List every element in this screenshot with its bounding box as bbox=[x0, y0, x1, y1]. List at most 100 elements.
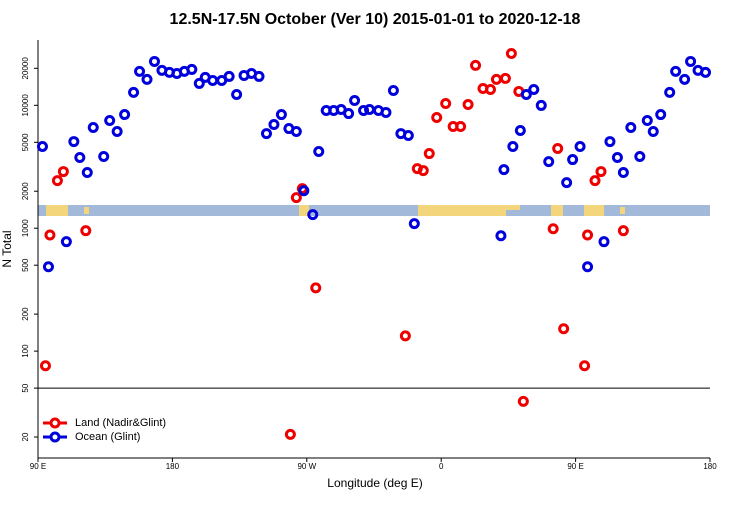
point bbox=[647, 126, 659, 138]
point bbox=[561, 177, 573, 189]
point bbox=[685, 55, 697, 67]
point bbox=[595, 166, 607, 178]
point bbox=[223, 70, 235, 82]
x-tick-label: 180 bbox=[166, 462, 180, 471]
y-tick-label: 50 bbox=[21, 383, 30, 392]
map-strip bbox=[38, 205, 710, 216]
point bbox=[495, 230, 507, 242]
y-tick-label: 200 bbox=[21, 307, 30, 321]
point bbox=[617, 225, 629, 237]
point bbox=[505, 47, 517, 59]
point bbox=[598, 236, 610, 248]
point bbox=[358, 104, 370, 116]
point bbox=[417, 165, 429, 177]
point bbox=[284, 428, 296, 440]
point bbox=[423, 148, 435, 160]
point bbox=[484, 83, 496, 95]
point bbox=[87, 121, 99, 133]
legend-label: Land (Nadir&Glint) bbox=[75, 417, 166, 429]
point bbox=[68, 136, 80, 148]
point bbox=[455, 121, 467, 133]
point bbox=[74, 152, 86, 164]
legend: Land (Nadir&Glint) Ocean (Glint) bbox=[43, 417, 166, 443]
point bbox=[634, 151, 646, 163]
point bbox=[39, 360, 51, 372]
point bbox=[543, 156, 555, 168]
point bbox=[343, 108, 355, 120]
point bbox=[589, 175, 601, 187]
point bbox=[604, 136, 616, 148]
x-axis-label: Longitude (deg E) bbox=[327, 476, 422, 490]
point bbox=[128, 86, 140, 98]
point bbox=[193, 77, 205, 89]
x-tick-label: 90 E bbox=[30, 462, 46, 471]
point bbox=[402, 130, 414, 142]
point bbox=[611, 152, 623, 164]
point bbox=[440, 97, 452, 109]
point bbox=[36, 141, 48, 153]
point bbox=[57, 166, 69, 178]
y-tick-label: 1000 bbox=[21, 219, 30, 237]
point bbox=[625, 121, 637, 133]
point bbox=[679, 73, 691, 85]
point bbox=[567, 154, 579, 166]
point bbox=[498, 164, 510, 176]
point bbox=[104, 115, 116, 127]
point bbox=[387, 84, 399, 96]
point bbox=[253, 70, 265, 82]
chart-title: 12.5N-17.5N October (Ver 10) 2015-01-01 … bbox=[170, 11, 581, 28]
point bbox=[80, 225, 92, 237]
point bbox=[470, 59, 482, 71]
y-tick-label: 10000 bbox=[21, 94, 30, 117]
point bbox=[307, 209, 319, 221]
point bbox=[134, 65, 146, 77]
legend-marker bbox=[49, 417, 61, 429]
point bbox=[290, 192, 302, 204]
point bbox=[408, 218, 420, 230]
point bbox=[44, 229, 56, 241]
point bbox=[399, 330, 411, 342]
point bbox=[514, 124, 526, 136]
point bbox=[579, 360, 591, 372]
point bbox=[51, 175, 63, 187]
y-tick-label: 100 bbox=[21, 344, 30, 358]
point bbox=[290, 126, 302, 138]
point bbox=[186, 63, 198, 75]
point bbox=[499, 72, 511, 84]
x-tick-label: 90 W bbox=[297, 462, 316, 471]
point bbox=[700, 66, 712, 78]
point bbox=[670, 65, 682, 77]
point bbox=[81, 167, 93, 179]
point bbox=[380, 106, 392, 118]
point bbox=[558, 323, 570, 335]
point bbox=[507, 141, 519, 153]
point bbox=[641, 115, 653, 127]
point bbox=[260, 128, 272, 140]
point bbox=[552, 143, 564, 155]
legend-label: Ocean (Glint) bbox=[75, 431, 140, 443]
point bbox=[462, 98, 474, 110]
point bbox=[231, 88, 243, 100]
point bbox=[98, 151, 110, 163]
y-tick-label: 500 bbox=[21, 258, 30, 272]
point bbox=[547, 223, 559, 235]
point bbox=[42, 261, 54, 273]
point bbox=[617, 167, 629, 179]
point bbox=[520, 88, 532, 100]
point bbox=[268, 119, 280, 131]
point bbox=[275, 109, 287, 121]
y-tick-label: 5000 bbox=[21, 133, 30, 151]
point bbox=[349, 95, 361, 107]
point bbox=[60, 236, 72, 248]
point bbox=[310, 282, 322, 294]
point bbox=[298, 185, 310, 197]
point bbox=[148, 55, 160, 67]
legend-marker bbox=[49, 431, 61, 443]
y-tick-label: 20 bbox=[21, 432, 30, 441]
y-tick-label: 20000 bbox=[21, 57, 30, 80]
point bbox=[582, 229, 594, 241]
point bbox=[111, 126, 123, 138]
y-tick-label: 2000 bbox=[21, 182, 30, 200]
